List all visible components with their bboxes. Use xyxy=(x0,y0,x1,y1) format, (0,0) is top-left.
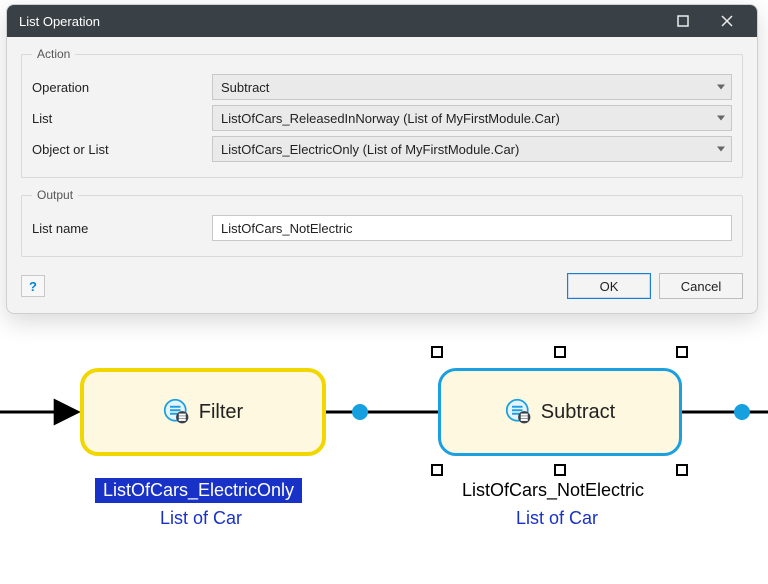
row-object-or-list: Object or List ListOfCars_ElectricOnly (… xyxy=(32,136,732,162)
object-or-list-value: ListOfCars_ElectricOnly (List of MyFirst… xyxy=(221,142,519,157)
activity-filter[interactable]: Filter xyxy=(80,368,326,456)
output-legend: Output xyxy=(32,188,78,202)
operation-value: Subtract xyxy=(221,80,269,95)
action-legend: Action xyxy=(32,47,75,61)
dialog-footer: ? OK Cancel xyxy=(21,267,743,299)
selection-handle[interactable] xyxy=(676,464,688,476)
activity-subtract[interactable]: Subtract xyxy=(438,368,682,456)
selection-handle[interactable] xyxy=(676,346,688,358)
list-name-input[interactable] xyxy=(212,215,732,241)
row-operation: Operation Subtract xyxy=(32,74,732,100)
filter-output-caption: ListOfCars_ElectricOnly xyxy=(95,478,302,503)
selection-handle[interactable] xyxy=(554,346,566,358)
cancel-button[interactable]: Cancel xyxy=(659,273,743,299)
activity-filter-label: Filter xyxy=(199,401,243,424)
output-group: Output List name xyxy=(21,188,743,257)
dialog-body: Action Operation Subtract List ListOfCar… xyxy=(7,37,757,313)
list-name-label: List name xyxy=(32,221,212,236)
object-or-list-dropdown[interactable]: ListOfCars_ElectricOnly (List of MyFirst… xyxy=(212,136,732,162)
dialog-titlebar: List Operation xyxy=(7,5,757,37)
chevron-down-icon xyxy=(717,116,725,121)
row-list: List ListOfCars_ReleasedInNorway (List o… xyxy=(32,105,732,131)
ok-button[interactable]: OK xyxy=(567,273,651,299)
object-or-list-label: Object or List xyxy=(32,142,212,157)
help-icon: ? xyxy=(29,279,37,294)
microflow-canvas: Filter Subtract ListOfCars_ElectricOnly … xyxy=(0,330,768,584)
list-operation-icon xyxy=(505,398,533,426)
subtract-output-caption: ListOfCars_NotElectric xyxy=(462,480,644,501)
chevron-down-icon xyxy=(717,85,725,90)
chevron-down-icon xyxy=(717,147,725,152)
filter-output-type: List of Car xyxy=(160,508,242,529)
list-operation-icon xyxy=(163,398,191,426)
activity-subtract-label: Subtract xyxy=(541,401,615,424)
subtract-output-type: List of Car xyxy=(516,508,598,529)
list-operation-dialog: List Operation Action Operation Subtract… xyxy=(6,4,758,314)
window-maximize-button[interactable] xyxy=(661,5,705,37)
dialog-title: List Operation xyxy=(19,14,661,29)
selection-handle[interactable] xyxy=(431,464,443,476)
operation-dropdown[interactable]: Subtract xyxy=(212,74,732,100)
action-group: Action Operation Subtract List ListOfCar… xyxy=(21,47,743,178)
row-list-name: List name xyxy=(32,215,732,241)
help-button[interactable]: ? xyxy=(21,275,45,297)
list-value: ListOfCars_ReleasedInNorway (List of MyF… xyxy=(221,111,560,126)
selection-handle[interactable] xyxy=(431,346,443,358)
selection-handle[interactable] xyxy=(554,464,566,476)
list-label: List xyxy=(32,111,212,126)
list-dropdown[interactable]: ListOfCars_ReleasedInNorway (List of MyF… xyxy=(212,105,732,131)
window-close-button[interactable] xyxy=(705,5,749,37)
operation-label: Operation xyxy=(32,80,212,95)
